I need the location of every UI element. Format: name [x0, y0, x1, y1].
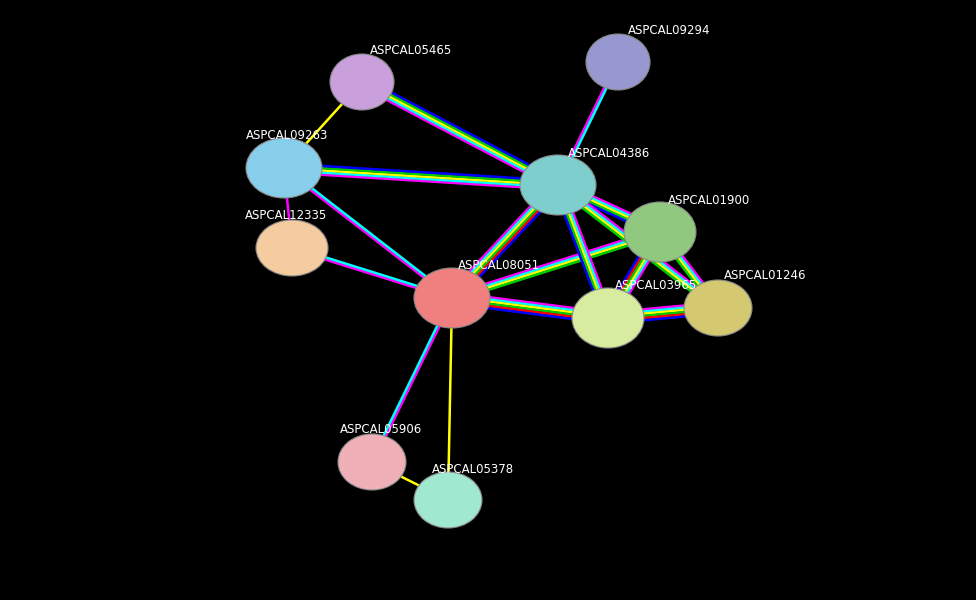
Ellipse shape: [414, 268, 490, 328]
Text: ASPCAL05465: ASPCAL05465: [370, 44, 452, 57]
Ellipse shape: [520, 155, 596, 215]
Text: ASPCAL09294: ASPCAL09294: [628, 24, 711, 37]
Ellipse shape: [684, 280, 752, 336]
Text: ASPCAL04386: ASPCAL04386: [568, 147, 650, 160]
Text: ASPCAL12335: ASPCAL12335: [245, 209, 327, 222]
Ellipse shape: [330, 54, 394, 110]
Text: ASPCAL03965: ASPCAL03965: [615, 279, 697, 292]
Ellipse shape: [246, 138, 322, 198]
Ellipse shape: [256, 220, 328, 276]
Text: ASPCAL05906: ASPCAL05906: [340, 423, 423, 436]
Text: ASPCAL08051: ASPCAL08051: [458, 259, 540, 272]
Ellipse shape: [414, 472, 482, 528]
Ellipse shape: [586, 34, 650, 90]
Ellipse shape: [624, 202, 696, 262]
Ellipse shape: [338, 434, 406, 490]
Ellipse shape: [572, 288, 644, 348]
Text: ASPCAL05378: ASPCAL05378: [432, 463, 514, 476]
Text: ASPCAL01900: ASPCAL01900: [668, 194, 751, 207]
Text: ASPCAL01246: ASPCAL01246: [724, 269, 806, 282]
Text: ASPCAL09263: ASPCAL09263: [246, 129, 328, 142]
